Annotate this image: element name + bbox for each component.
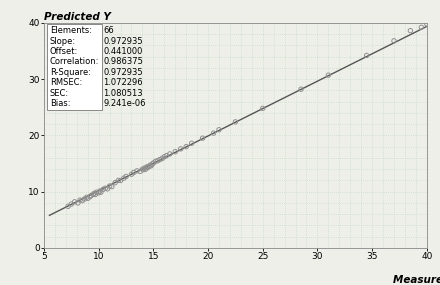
Point bbox=[210, 131, 217, 135]
Point bbox=[158, 156, 165, 161]
Point bbox=[81, 197, 88, 201]
Point bbox=[177, 146, 184, 151]
Point bbox=[139, 167, 146, 171]
X-axis label: Measured Y: Measured Y bbox=[392, 275, 440, 285]
Point bbox=[93, 190, 100, 194]
Point bbox=[183, 144, 190, 149]
Point bbox=[90, 192, 97, 197]
Point bbox=[99, 187, 106, 192]
Point bbox=[146, 164, 153, 169]
Point bbox=[216, 127, 223, 132]
Point bbox=[130, 170, 137, 175]
Point bbox=[144, 165, 151, 170]
Point bbox=[120, 176, 127, 180]
Point bbox=[88, 193, 95, 198]
Point bbox=[423, 22, 430, 26]
Point bbox=[140, 167, 147, 172]
Point bbox=[96, 189, 103, 194]
Point bbox=[106, 184, 113, 188]
Point bbox=[142, 167, 149, 171]
Point bbox=[147, 163, 154, 168]
Point bbox=[83, 195, 90, 200]
Point bbox=[68, 202, 75, 206]
Point bbox=[156, 157, 163, 162]
Point bbox=[390, 38, 397, 43]
Point bbox=[232, 120, 239, 124]
Point bbox=[117, 178, 124, 183]
Text: 66
0.972935
0.441000
0.986375
0.972935
1.072296
1.080513
9.241e-06: 66 0.972935 0.441000 0.986375 0.972935 1… bbox=[103, 26, 146, 108]
Point bbox=[92, 192, 99, 197]
Point bbox=[95, 190, 102, 195]
Point bbox=[363, 53, 370, 58]
Point bbox=[122, 174, 129, 179]
Point bbox=[161, 154, 168, 159]
Point bbox=[128, 172, 135, 176]
Point bbox=[97, 190, 104, 194]
Point bbox=[108, 184, 115, 189]
Point bbox=[65, 204, 72, 209]
Point bbox=[199, 136, 206, 141]
Point bbox=[141, 166, 148, 170]
Point bbox=[137, 169, 144, 174]
Point bbox=[74, 201, 81, 205]
Point bbox=[148, 164, 155, 168]
Point bbox=[71, 200, 78, 204]
Point bbox=[418, 25, 425, 30]
Point bbox=[112, 180, 119, 185]
Point bbox=[102, 186, 109, 191]
Point bbox=[77, 198, 84, 202]
Text: Elements:
Slope:
Offset:
Correlation:
R-Square:
RMSEC:
SEC:
Bias:: Elements: Slope: Offset: Correlation: R-… bbox=[50, 26, 99, 108]
Point bbox=[259, 106, 266, 111]
Text: Predicted Y: Predicted Y bbox=[44, 12, 111, 22]
Point bbox=[163, 153, 170, 158]
Point bbox=[91, 191, 98, 196]
Point bbox=[154, 158, 161, 163]
Point bbox=[115, 178, 122, 183]
Point bbox=[84, 196, 91, 201]
Point bbox=[104, 187, 111, 191]
Point bbox=[133, 168, 140, 173]
Point bbox=[150, 161, 157, 165]
Point bbox=[143, 165, 150, 169]
Point bbox=[86, 194, 93, 199]
Point bbox=[407, 28, 414, 33]
Point bbox=[79, 198, 86, 203]
Point bbox=[188, 141, 195, 146]
Point bbox=[152, 159, 159, 164]
Point bbox=[149, 162, 156, 166]
Point bbox=[325, 73, 332, 78]
Point bbox=[297, 87, 304, 91]
Point bbox=[172, 149, 179, 154]
Point bbox=[166, 152, 173, 156]
